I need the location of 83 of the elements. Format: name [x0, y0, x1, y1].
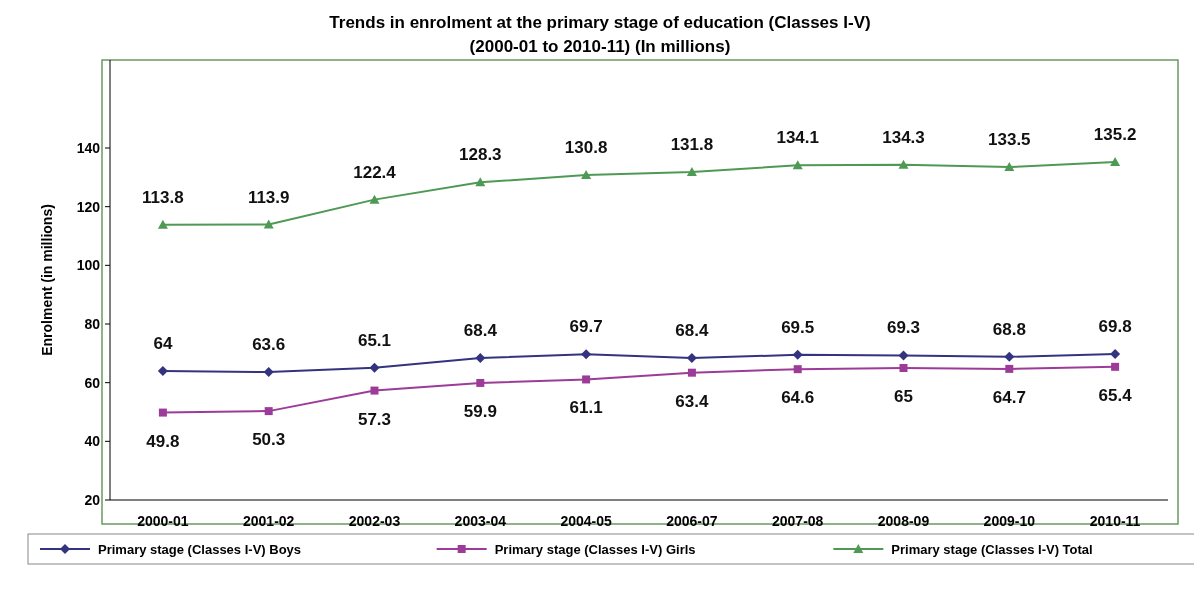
- y-tick-label: 100: [76, 257, 101, 274]
- data-label: 69.3: [886, 318, 921, 338]
- data-label: 135.2: [1093, 125, 1137, 145]
- y-tick-label: 60: [84, 374, 101, 391]
- point: [157, 365, 168, 376]
- y-tick-label: 80: [84, 316, 101, 332]
- data-label: 59.9: [463, 401, 497, 421]
- data-label: 69.5: [781, 317, 815, 337]
- data-label: 50.3: [252, 430, 286, 450]
- data-label: 57.3: [357, 409, 392, 429]
- point: [686, 353, 697, 364]
- point: [1005, 364, 1014, 373]
- data-label: 63.6: [252, 335, 286, 355]
- x-tick-label: 2008-09: [877, 513, 930, 529]
- chart-title: Trends in enrolment at the primary stage of education (Classes I-V): [329, 13, 871, 32]
- data-label: 113.8: [142, 187, 184, 207]
- data-label: 69.8: [1098, 316, 1132, 336]
- point: [157, 219, 168, 229]
- point: [793, 365, 802, 374]
- x-tick-label: 2007-08: [772, 513, 824, 529]
- point: [582, 375, 591, 384]
- point: [687, 368, 696, 377]
- data-label: 133.5: [988, 130, 1031, 150]
- y-tick-label: 20: [84, 492, 101, 508]
- point: [263, 367, 274, 378]
- point: [475, 177, 486, 187]
- point: [1111, 362, 1120, 371]
- data-label: 64: [153, 333, 173, 353]
- data-label: 131.8: [670, 135, 714, 155]
- data-label: 68.4: [675, 321, 709, 341]
- point: [1110, 348, 1121, 359]
- x-tick-label: 2001-02: [243, 513, 295, 529]
- point: [369, 362, 380, 373]
- data-label: 68.8: [992, 319, 1026, 339]
- point: [264, 407, 273, 416]
- point: [263, 219, 274, 229]
- point: [369, 194, 380, 204]
- x-tick-label: 2010-11: [1089, 513, 1141, 529]
- point: [899, 364, 908, 372]
- data-label: 65: [894, 387, 913, 406]
- point: [1004, 351, 1015, 362]
- data-label: 64.6: [781, 388, 815, 408]
- data-label: 64.7: [992, 387, 1026, 407]
- point: [581, 169, 592, 179]
- data-label: 122.4: [353, 162, 397, 182]
- point: [792, 160, 803, 170]
- legend-label: Primary stage (Classes I-V) Total: [891, 542, 1093, 557]
- point: [686, 167, 697, 177]
- data-label: 49.8: [146, 431, 180, 451]
- data-label: 65.4: [1098, 385, 1133, 405]
- data-label: 128.3: [459, 145, 502, 165]
- point: [158, 408, 167, 417]
- legend-label: Primary stage (Classes I-V) Boys: [98, 542, 302, 557]
- point: [898, 159, 909, 169]
- x-tick-label: 2003-04: [454, 513, 507, 529]
- x-tick-label: 2009-10: [983, 513, 1036, 529]
- y-tick-label: 120: [76, 198, 101, 215]
- data-label: 65.1: [357, 330, 392, 350]
- point: [1004, 162, 1015, 172]
- x-tick-label: 2004-05: [560, 513, 612, 529]
- data-label: 130.8: [564, 137, 608, 157]
- data-label: 63.4: [675, 391, 709, 411]
- x-tick-label: 2002-03: [348, 513, 401, 529]
- point: [581, 349, 592, 360]
- data-label: 69.7: [569, 317, 603, 337]
- point: [476, 378, 485, 387]
- y-tick-label: 40: [84, 433, 101, 450]
- chart-subtitle: (2000-01 to 2010-11) (In millions): [469, 37, 731, 56]
- data-label: 61.1: [569, 398, 603, 418]
- y-axis-title: Enrolment (in millions): [39, 204, 55, 356]
- x-tick-label: 2000-01: [137, 513, 189, 529]
- legend-label: Primary stage (Classes I-V) Girls: [494, 542, 696, 557]
- data-label: 68.4: [463, 321, 498, 341]
- x-tick-label: 2006-07: [666, 513, 718, 529]
- data-label: 113.9: [247, 187, 290, 207]
- y-tick-label: 140: [76, 140, 101, 156]
- point: [370, 386, 379, 395]
- data-label: 134.3: [882, 127, 925, 147]
- point: [792, 349, 803, 360]
- point: [898, 350, 909, 361]
- point: [1110, 157, 1121, 167]
- point: [475, 353, 486, 364]
- data-label: 134.1: [776, 128, 819, 148]
